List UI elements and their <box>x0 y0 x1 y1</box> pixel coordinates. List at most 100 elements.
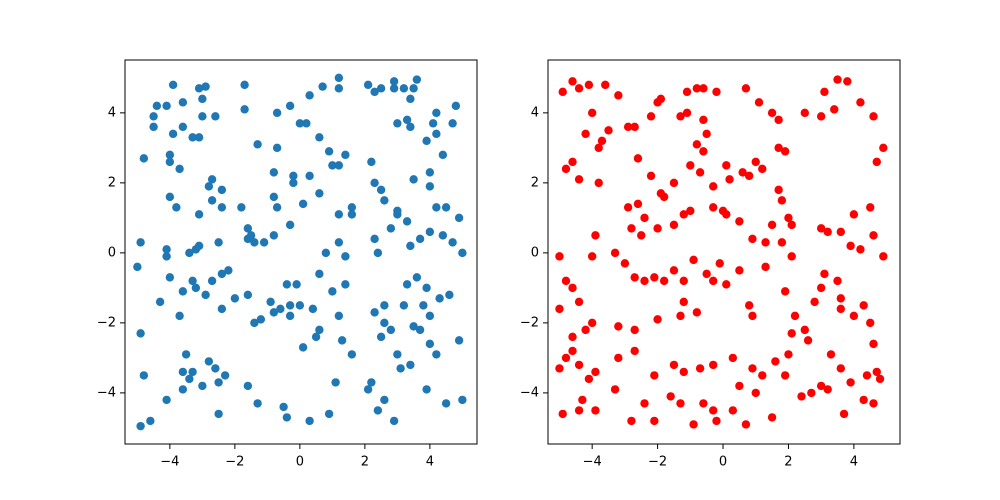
scatter-point <box>246 231 256 240</box>
scatter-point <box>402 217 412 226</box>
scatter-point <box>810 297 819 307</box>
scatter-point <box>699 399 708 408</box>
scatter-point <box>201 290 210 300</box>
scatter-point <box>172 203 181 212</box>
scatter-point <box>425 227 435 237</box>
scatter-point <box>728 406 738 415</box>
scatter-point <box>767 220 777 230</box>
scatter-point <box>347 350 357 359</box>
scatter-point <box>872 157 881 167</box>
scatter-point <box>370 308 379 317</box>
scatter-point <box>363 80 373 90</box>
scatter-point <box>432 108 441 118</box>
scatter-point <box>879 252 888 261</box>
scatter-point <box>432 203 441 212</box>
scatter-point <box>561 353 571 363</box>
scatter-point <box>259 238 269 247</box>
scatter-point <box>454 336 464 345</box>
scatter-point <box>207 175 217 184</box>
scatter-point <box>136 238 145 247</box>
scatter-point <box>409 84 418 93</box>
scatter-point <box>712 87 721 97</box>
scatter-point <box>269 308 279 317</box>
scatter-point <box>856 98 865 107</box>
scatter-point <box>767 413 777 422</box>
scatter-point <box>630 122 639 132</box>
scatter-point <box>800 325 810 335</box>
scatter-point <box>640 213 649 223</box>
y-tick-label: 2 <box>108 175 116 190</box>
scatter-point <box>380 318 389 328</box>
scatter-point <box>315 133 324 142</box>
scatter-point <box>659 276 669 286</box>
scatter-point <box>561 276 571 286</box>
scatter-point <box>712 416 721 426</box>
scatter-point <box>298 199 308 209</box>
scatter-point <box>758 164 767 174</box>
scatter-point <box>695 364 705 373</box>
scatter-point <box>406 94 415 104</box>
scatter-point <box>816 283 826 293</box>
scatter-point <box>820 269 829 279</box>
scatter-point <box>393 206 402 216</box>
scatter-point <box>396 364 405 373</box>
axes-frame <box>547 59 901 445</box>
scatter-point <box>558 409 567 419</box>
scatter-point <box>587 252 597 261</box>
scatter-point <box>591 406 600 415</box>
scatter-point <box>656 94 666 104</box>
scatter-point <box>869 399 878 408</box>
scatter-point <box>458 395 467 405</box>
scatter-point <box>204 182 214 191</box>
scatter-point <box>826 350 836 359</box>
scatter-point <box>185 374 194 384</box>
scatter-point <box>341 150 350 160</box>
scatter-point <box>328 287 337 296</box>
scatter-point <box>376 332 386 342</box>
scatter-point <box>561 164 571 174</box>
scatter-point <box>178 287 188 296</box>
scatter-point <box>448 238 457 247</box>
scatter-point <box>574 360 584 370</box>
scatter-point <box>702 129 711 139</box>
x-tick-label: 2 <box>361 455 369 470</box>
scatter-point <box>653 315 662 324</box>
scatter-point <box>380 301 389 310</box>
scatter-point <box>347 210 357 219</box>
x-tick-label: −2 <box>648 455 667 470</box>
scatter-point <box>741 420 751 429</box>
scatter-point <box>722 210 731 219</box>
scatter-point <box>686 206 695 216</box>
scatter-point <box>162 395 171 405</box>
scatter-point <box>748 364 757 373</box>
scatter-point <box>399 84 409 93</box>
scatter-point <box>669 178 679 188</box>
scatter-point <box>168 129 178 139</box>
scatter-point <box>741 84 751 93</box>
x-tick-label: 4 <box>426 455 434 470</box>
scatter-point <box>285 220 295 230</box>
scatter-point <box>748 234 757 244</box>
scatter-point <box>699 84 708 93</box>
scatter-point <box>438 231 448 240</box>
scatter-point <box>165 273 175 282</box>
scatter-point <box>389 84 399 93</box>
scatter-point <box>627 224 636 233</box>
scatter-point <box>702 269 711 279</box>
scatter-point <box>211 364 220 373</box>
scatter-point <box>866 318 875 328</box>
scatter-point <box>289 178 298 188</box>
scatter-point <box>784 213 793 223</box>
scatter-point <box>623 122 633 132</box>
scatter-point <box>859 395 868 405</box>
scatter-point <box>627 416 636 426</box>
scatter-point <box>682 87 692 97</box>
scatter-point <box>298 343 308 352</box>
scatter-point <box>451 101 461 111</box>
scatter-point <box>574 406 584 415</box>
scatter-point <box>432 129 441 139</box>
scatter-point <box>269 168 279 177</box>
scatter-point <box>409 175 418 184</box>
scatter-point <box>787 329 796 338</box>
